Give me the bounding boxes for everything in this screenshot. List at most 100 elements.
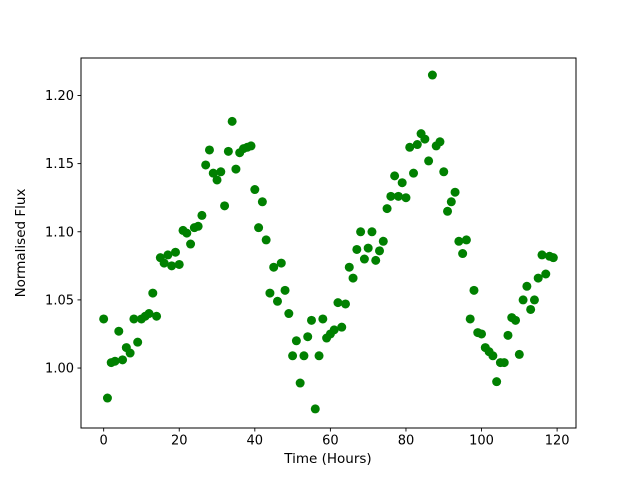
x-tick-label: 60 — [322, 434, 339, 449]
data-point — [435, 137, 445, 147]
data-point — [367, 227, 377, 237]
data-point — [284, 309, 294, 319]
data-point — [303, 332, 313, 342]
data-point — [254, 223, 264, 233]
data-point — [469, 285, 479, 295]
data-point — [378, 236, 388, 246]
data-point — [170, 247, 180, 257]
y-tick-label: 1.10 — [45, 225, 74, 240]
data-point — [265, 288, 275, 298]
data-point — [526, 304, 536, 314]
x-axis-label: Time (Hours) — [283, 451, 371, 467]
data-point — [299, 351, 309, 361]
data-point — [344, 262, 354, 272]
data-point — [522, 281, 532, 291]
data-point — [295, 378, 305, 388]
data-point — [125, 348, 135, 358]
data-point — [393, 191, 403, 201]
data-point — [337, 322, 347, 332]
data-point — [443, 206, 453, 216]
data-point — [216, 167, 226, 177]
data-point — [533, 273, 543, 283]
data-point — [427, 70, 437, 80]
data-point — [257, 197, 267, 207]
data-point — [356, 227, 366, 237]
data-point — [352, 244, 362, 254]
data-point — [276, 258, 286, 268]
data-point — [110, 356, 120, 366]
data-point — [439, 167, 449, 177]
data-point — [458, 249, 468, 259]
y-axis-ticks: 1.00 1.05 1.10 1.15 1.20 — [45, 89, 81, 377]
data-point — [288, 351, 298, 361]
data-point — [307, 315, 316, 325]
data-point — [412, 140, 422, 150]
data-point — [102, 393, 112, 403]
data-point — [537, 250, 547, 260]
data-point — [477, 329, 487, 339]
x-tick-label: 0 — [100, 434, 108, 449]
data-point — [159, 258, 169, 268]
data-point — [424, 156, 434, 166]
data-point — [333, 298, 343, 308]
data-point — [197, 210, 207, 220]
data-point — [201, 160, 211, 170]
data-point — [541, 269, 551, 279]
data-point — [314, 351, 324, 361]
data-point — [227, 116, 237, 126]
y-axis-label: Normalised Flux — [13, 189, 29, 298]
data-point — [397, 178, 407, 188]
data-point — [291, 336, 301, 346]
data-point — [280, 285, 290, 295]
data-point — [548, 253, 558, 263]
data-point — [133, 337, 143, 347]
data-point — [99, 314, 109, 324]
x-tick-label: 120 — [545, 434, 570, 449]
data-point — [446, 197, 456, 207]
data-point — [163, 250, 173, 260]
plot-area — [80, 57, 577, 429]
data-point — [114, 326, 124, 336]
data-point — [231, 164, 241, 174]
data-point — [193, 221, 203, 231]
x-tick-label: 100 — [469, 434, 494, 449]
data-point — [186, 239, 196, 249]
x-axis-ticks: 0 20 40 60 80 100 120 — [100, 428, 570, 449]
data-point — [401, 193, 411, 203]
x-tick-label: 20 — [171, 434, 188, 449]
data-point — [174, 259, 184, 269]
data-point — [148, 288, 158, 298]
y-tick-label: 1.15 — [45, 157, 74, 172]
data-point — [329, 325, 339, 335]
data-point — [409, 168, 419, 178]
data-point — [375, 246, 385, 256]
data-point — [144, 309, 154, 319]
data-point — [261, 235, 271, 245]
x-tick-label: 80 — [398, 434, 415, 449]
data-point — [182, 228, 192, 238]
data-point — [348, 273, 358, 283]
data-point — [529, 295, 539, 305]
data-point — [223, 146, 233, 156]
data-point — [386, 191, 396, 201]
data-point — [152, 311, 162, 321]
data-point — [390, 171, 400, 181]
data-point — [341, 299, 350, 309]
data-point — [167, 261, 177, 271]
data-point — [129, 314, 139, 324]
data-point — [212, 175, 222, 185]
x-tick-label: 40 — [247, 434, 264, 449]
data-point — [272, 296, 282, 306]
data-point — [246, 141, 256, 151]
data-point — [492, 377, 502, 387]
data-point — [269, 262, 279, 272]
data-point — [118, 355, 128, 365]
data-point — [371, 255, 381, 265]
data-point — [454, 236, 464, 246]
data-point — [499, 358, 509, 368]
y-tick-label: 1.20 — [45, 89, 74, 104]
data-point — [503, 330, 513, 340]
y-tick-label: 1.05 — [45, 293, 74, 308]
data-point — [488, 351, 498, 361]
